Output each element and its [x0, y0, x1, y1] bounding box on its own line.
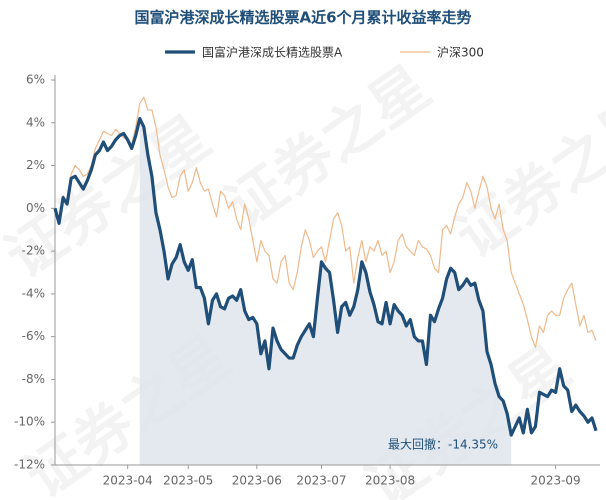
y-tick-label: -12%: [14, 458, 45, 472]
x-tick-label: 2023-09: [531, 474, 581, 488]
y-tick-label: 2%: [26, 158, 45, 172]
x-tick-label: 2023-07: [296, 474, 346, 488]
y-tick-label: -2%: [22, 244, 45, 258]
watermark: 证券之星: [0, 102, 222, 291]
x-tick-label: 2023-06: [232, 474, 282, 488]
x-tick-label: 2023-05: [163, 474, 213, 488]
series-line: [53, 116, 598, 437]
series-line: [54, 96, 597, 348]
y-tick-label: -10%: [14, 415, 45, 429]
y-tick-label: -4%: [22, 286, 45, 300]
y-tick-label: 4%: [26, 115, 45, 129]
y-tick-label: 0%: [26, 201, 45, 215]
x-tick-label: 2023-08: [365, 474, 415, 488]
annotation: 最大回撤：-14.35%: [388, 437, 498, 452]
legend-label: 国富沪港深成长精选股票A: [202, 45, 343, 60]
y-tick-label: 6%: [26, 73, 45, 87]
legend-label: 沪深300: [437, 46, 484, 60]
watermark: 证券之星: [443, 82, 606, 271]
drawdown-area: [139, 118, 512, 465]
chart-title: 国富沪港深成长精选股票A近6个月累计收益率走势: [134, 9, 471, 27]
x-tick-label: 2023-04: [103, 474, 153, 488]
y-tick-label: -8%: [22, 372, 45, 386]
y-tick-label: -6%: [22, 329, 45, 343]
